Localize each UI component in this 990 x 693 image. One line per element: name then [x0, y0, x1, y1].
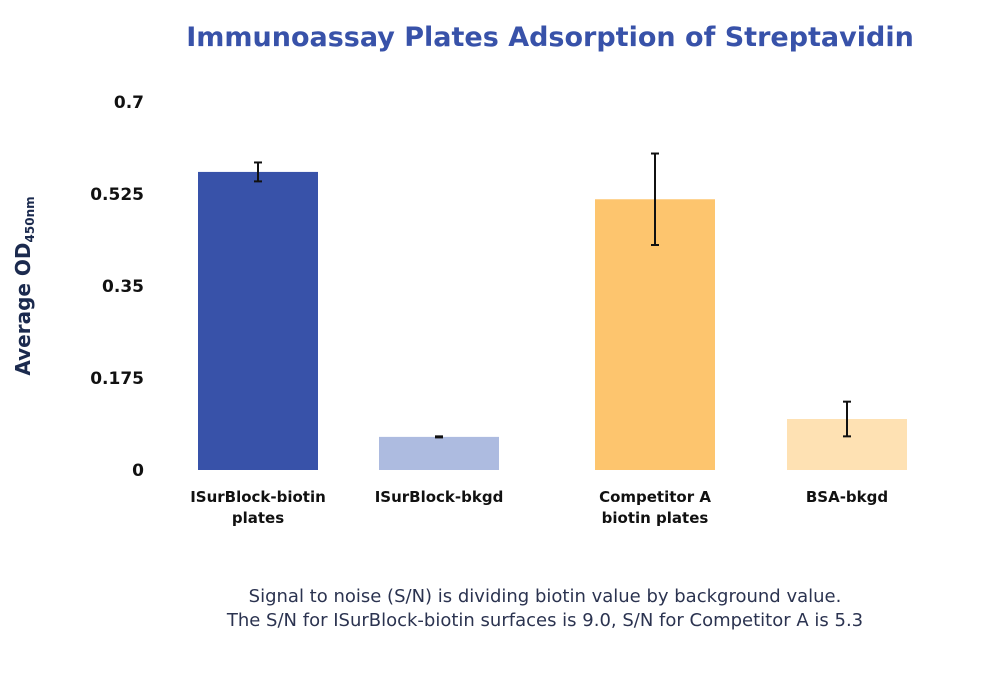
category-label: ISurBlock-bkgd: [375, 488, 504, 506]
error-bar: [843, 400, 851, 438]
category-label: ISurBlock-biotin plates: [190, 488, 326, 527]
category-label-line: ISurBlock-biotin: [190, 488, 326, 506]
category-label: Competitor A biotin plates: [599, 488, 711, 527]
y-tick-labels: 0 0.175 0.35 0.525 0.7: [90, 93, 144, 481]
category-label-line: Competitor A: [599, 488, 711, 506]
error-bar: [651, 152, 659, 246]
category-label: BSA-bkgd: [806, 488, 888, 506]
footnote: Signal to noise (S/N) is dividing biotin…: [150, 585, 940, 633]
y-tick-label: 0.35: [102, 277, 144, 297]
category-label-line: plates: [232, 509, 284, 527]
footnote-line-1: Signal to noise (S/N) is dividing biotin…: [248, 586, 842, 607]
category-label-line: BSA-bkgd: [806, 488, 888, 506]
bar-chart: 0 0.175 0.35 0.525 0.7 ISurBlock-biotin plate…: [90, 93, 907, 527]
chart-title: Immunoassay Plates Adsorption of Strepta…: [186, 22, 914, 53]
error-bar: [254, 161, 262, 183]
footnote-line-2: The S/N for ISurBlock-biotin surfaces is…: [226, 610, 864, 631]
bar: [379, 436, 499, 470]
y-tick-label: 0.7: [114, 93, 144, 113]
error-bar: [435, 435, 443, 439]
bar: [198, 171, 318, 471]
error-bars: [254, 152, 851, 439]
y-tick-label: 0.525: [90, 185, 144, 205]
bars: [198, 171, 907, 471]
category-labels: ISurBlock-biotin plates ISurBlock-bkgd Comp…: [190, 488, 888, 527]
y-tick-label: 0.175: [90, 369, 144, 389]
y-tick-label: 0: [132, 461, 144, 481]
category-label-line: biotin plates: [602, 509, 709, 527]
category-label-line: ISurBlock-bkgd: [375, 488, 504, 506]
